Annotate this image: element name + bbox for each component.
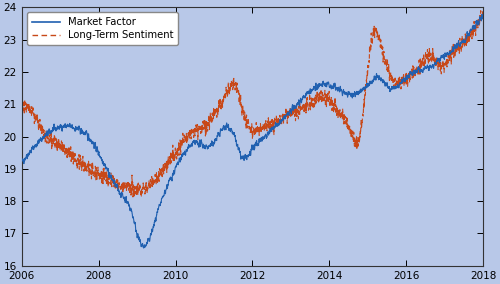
Long-Term Sentiment	[478, 9, 484, 12]
Market Factor	[480, 16, 486, 20]
Market Factor	[216, 132, 222, 136]
Long-Term Sentiment	[71, 160, 77, 163]
Market Factor	[71, 127, 77, 130]
Long-Term Sentiment	[18, 112, 24, 115]
Long-Term Sentiment	[472, 29, 478, 33]
Market Factor	[196, 145, 202, 149]
Market Factor	[98, 157, 104, 161]
Market Factor	[18, 160, 24, 164]
Legend: Market Factor, Long-Term Sentiment: Market Factor, Long-Term Sentiment	[26, 12, 178, 45]
Line: Long-Term Sentiment: Long-Term Sentiment	[22, 11, 483, 197]
Long-Term Sentiment	[98, 178, 104, 182]
Long-Term Sentiment	[216, 103, 222, 107]
Market Factor	[422, 66, 428, 70]
Market Factor	[140, 246, 146, 250]
Line: Market Factor: Market Factor	[22, 14, 483, 248]
Market Factor	[479, 12, 485, 16]
Long-Term Sentiment	[131, 196, 137, 199]
Market Factor	[472, 24, 478, 28]
Long-Term Sentiment	[422, 57, 428, 60]
Long-Term Sentiment	[196, 125, 202, 128]
Long-Term Sentiment	[480, 14, 486, 17]
